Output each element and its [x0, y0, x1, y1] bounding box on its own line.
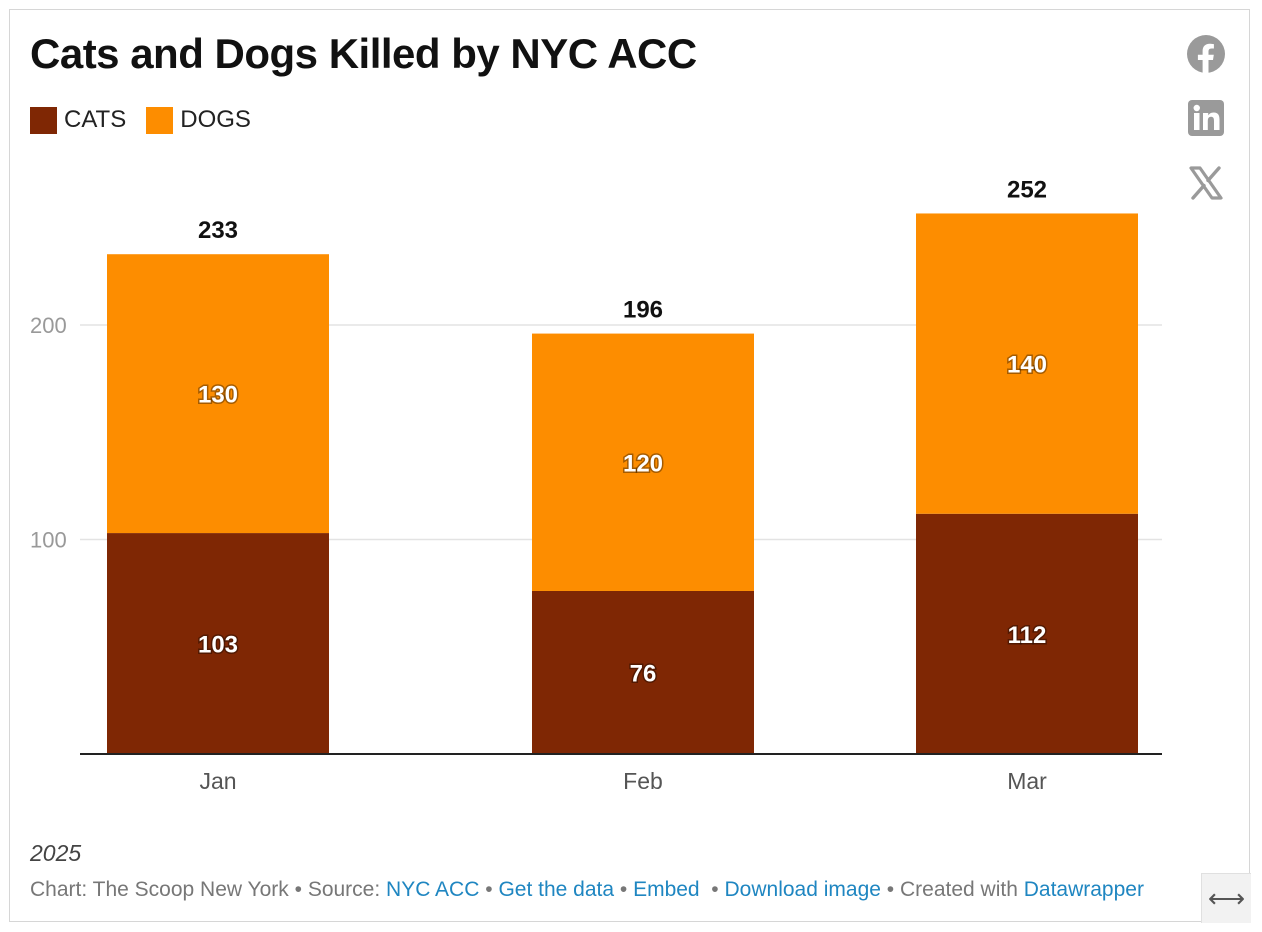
- bar-value-label: 103: [198, 632, 238, 659]
- footer-year: 2025: [30, 840, 82, 866]
- footer-source-link[interactable]: NYC ACC: [386, 878, 480, 901]
- bar-total-label: 233: [198, 217, 238, 244]
- footer-credit: Chart: The Scoop New York: [30, 878, 289, 901]
- footer-embed-link[interactable]: Embed: [633, 878, 700, 901]
- bar-dogs-jan: [107, 254, 329, 534]
- bar-value-label: 120: [623, 450, 663, 477]
- legend: CATS DOGS: [30, 106, 271, 134]
- legend-item-cats: CATS: [30, 106, 126, 134]
- footer-sep: •: [619, 878, 628, 901]
- legend-item-dogs: DOGS: [146, 106, 251, 134]
- chart-title: Cats and Dogs Killed by NYC ACC: [30, 30, 697, 77]
- footer-get-data-link[interactable]: Get the data: [498, 878, 615, 901]
- y-tick-label: 200: [30, 313, 67, 338]
- footer-source-prefix: Source:: [307, 878, 381, 901]
- y-tick-label: 100: [30, 528, 67, 553]
- footer-sep: •: [711, 878, 719, 901]
- bar-cats-feb: [532, 590, 754, 754]
- bar-dogs-feb: [532, 333, 754, 591]
- footer-datawrapper-link[interactable]: Datawrapper: [1023, 878, 1144, 901]
- legend-swatch-cats: [30, 106, 57, 134]
- footer-sep: •: [886, 878, 895, 901]
- bar-value-label: 130: [198, 382, 238, 409]
- resize-handle[interactable]: ⟷: [1201, 873, 1251, 923]
- bar-total-label: 196: [623, 297, 663, 324]
- bar-value-label: 140: [1007, 352, 1047, 379]
- bar-total-label: 252: [1007, 176, 1047, 203]
- legend-label-dogs: DOGS: [180, 106, 251, 133]
- facebook-icon[interactable]: [1186, 34, 1226, 74]
- bar-value-label: 76: [630, 660, 657, 687]
- linkedin-icon[interactable]: [1186, 98, 1226, 138]
- footer-download-link[interactable]: Download image: [724, 878, 881, 901]
- x-tick-label: Mar: [1007, 768, 1047, 794]
- footer: Chart: The Scoop New York • Source: NYC …: [30, 878, 1144, 902]
- bar-dogs-mar: [916, 213, 1138, 514]
- bar-cats-mar: [916, 513, 1138, 754]
- legend-swatch-dogs: [146, 106, 174, 134]
- footer-sep: •: [294, 878, 302, 901]
- x-tick-label: Jan: [199, 768, 236, 794]
- bar-cats-jan: [107, 533, 329, 754]
- footer-created-prefix: Created with: [899, 878, 1018, 901]
- footer-sep: •: [485, 878, 493, 901]
- legend-label-cats: CATS: [64, 106, 127, 133]
- resize-arrows-icon: ⟷: [1207, 883, 1246, 913]
- x-icon[interactable]: [1186, 163, 1226, 203]
- bar-value-label: 112: [1008, 622, 1047, 649]
- x-tick-label: Feb: [623, 768, 663, 794]
